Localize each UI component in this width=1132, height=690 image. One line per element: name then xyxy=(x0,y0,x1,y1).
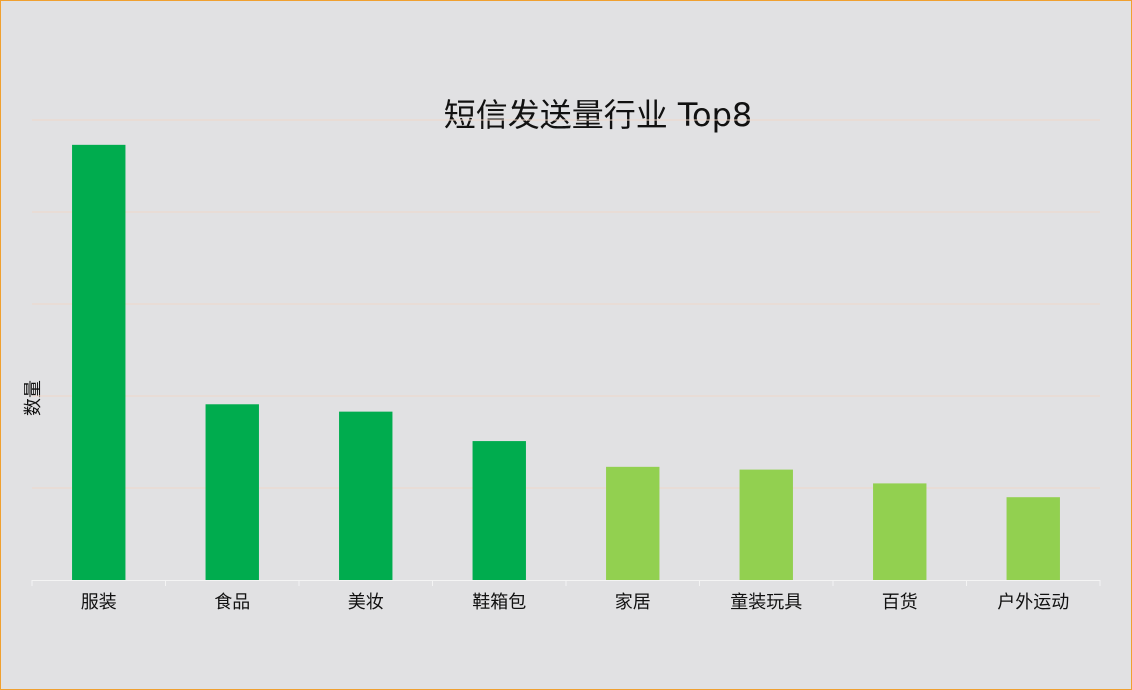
x-tick-label: 百货 xyxy=(882,592,918,613)
chart-title: 短信发送量行业 Top8 xyxy=(444,96,753,134)
bar xyxy=(1006,497,1060,580)
x-tick-label: 服装 xyxy=(81,592,117,613)
x-tick-label: 鞋箱包 xyxy=(472,592,526,613)
x-tick-label: 户外运动 xyxy=(997,592,1069,613)
x-tick-label: 家居 xyxy=(615,592,651,613)
bar xyxy=(72,144,126,580)
x-tick-label: 童装玩具 xyxy=(730,592,802,613)
bar xyxy=(472,441,526,580)
x-tick-label: 美妆 xyxy=(348,592,384,613)
bar xyxy=(339,411,393,580)
bar xyxy=(739,469,793,580)
x-tick-label: 食品 xyxy=(214,592,250,613)
y-axis-label: 数量 xyxy=(23,380,44,416)
bar xyxy=(606,466,660,580)
bar xyxy=(205,404,259,580)
bar xyxy=(873,483,927,580)
